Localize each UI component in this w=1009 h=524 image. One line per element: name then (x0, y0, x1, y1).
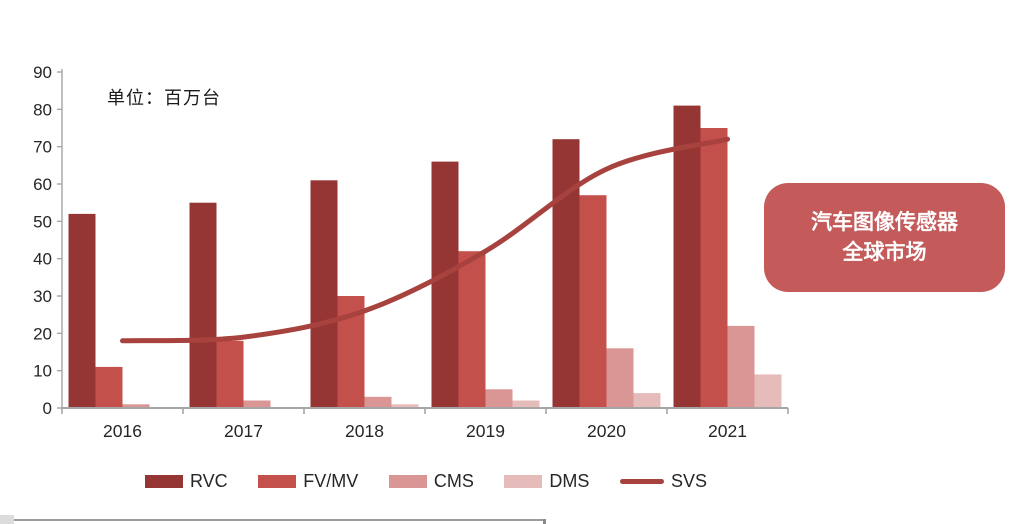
bar-cms-2016 (122, 404, 150, 408)
y-tick-label: 10 (33, 362, 52, 381)
y-tick-label: 50 (33, 212, 52, 231)
x-tick-label: 2020 (587, 421, 626, 441)
chart-title-badge: 汽车图像传感器 全球市场 (764, 183, 1005, 292)
bar-fvmv-2019 (458, 251, 486, 408)
x-tick-label: 2017 (224, 421, 263, 441)
chart-legend: RVC FV/MV CMS DMS SVS (145, 468, 707, 494)
chart-title-badge-line2: 全球市场 (842, 240, 927, 264)
legend-item-fvmv: FV/MV (258, 471, 358, 492)
legend-swatch-rvc (145, 474, 183, 488)
legend-item-svs: SVS (619, 470, 707, 492)
x-tick-label: 2018 (345, 421, 384, 441)
legend-label-fvmv: FV/MV (303, 470, 359, 491)
bar-fvmv-2017 (216, 340, 244, 408)
bar-rvc-2017 (189, 202, 217, 408)
bar-fvmv-2020 (579, 195, 607, 408)
bar-rvc-2021 (673, 105, 701, 408)
y-tick-label: 0 (43, 399, 52, 418)
bar-fvmv-2021 (700, 128, 728, 408)
legend-swatch-dms (504, 474, 543, 488)
bar-dms-2021 (754, 374, 782, 408)
svs-line (120, 136, 730, 344)
bar-cms-2017 (243, 400, 271, 408)
cropped-table-edge-line (14, 519, 545, 521)
bar-rvc-2016 (68, 213, 96, 408)
legend-swatch-fvmv (258, 474, 297, 488)
y-tick-label: 40 (33, 250, 52, 269)
legend-item-rvc: RVC (145, 471, 228, 492)
bar-dms-2018 (391, 404, 419, 408)
bar-fvmv-2016 (95, 366, 123, 408)
legend-label-rvc: RVC (190, 470, 228, 491)
bar-cms-2019 (485, 389, 513, 408)
legend-label-cms: CMS (433, 470, 474, 491)
legend-label-dms: DMS (549, 470, 590, 491)
bar-cms-2018 (364, 396, 392, 408)
market-chart-canvas: 0 10 20 30 40 50 60 70 80 90 2016 2017 2018 2019 2020 2… (33, 63, 789, 441)
unit-label: 单位：百万台 (107, 88, 221, 108)
y-tick-label: 70 (33, 138, 52, 157)
chart-title-badge-line1: 汽车图像传感器 (811, 210, 958, 234)
bar-cms-2020 (606, 348, 634, 408)
y-tick-label: 30 (33, 287, 52, 306)
cropped-table-edge-hook (543, 519, 546, 524)
legend-swatch-cms (388, 474, 427, 488)
bar-rvc-2020 (552, 139, 580, 408)
cropped-table-edge-block (0, 515, 14, 524)
bar-rvc-2019 (431, 161, 459, 408)
x-tick-label: 2021 (708, 421, 747, 441)
y-tick-label: 80 (33, 100, 52, 119)
y-tick-label: 90 (33, 63, 52, 82)
legend-item-cms: CMS (388, 470, 474, 492)
x-tick-label: 2016 (103, 421, 142, 441)
bar-rvc-2018 (310, 180, 338, 408)
bar-cms-2021 (727, 325, 755, 408)
x-tick-label: 2019 (466, 421, 505, 441)
y-tick-label: 60 (33, 175, 52, 194)
legend-label-svs: SVS (670, 470, 707, 491)
legend-item-dms: DMS (504, 471, 589, 492)
legend-swatch-svs-line (619, 478, 664, 484)
bar-dms-2020 (633, 393, 661, 408)
y-tick-label: 20 (33, 324, 52, 343)
bar-dms-2019 (512, 400, 540, 408)
